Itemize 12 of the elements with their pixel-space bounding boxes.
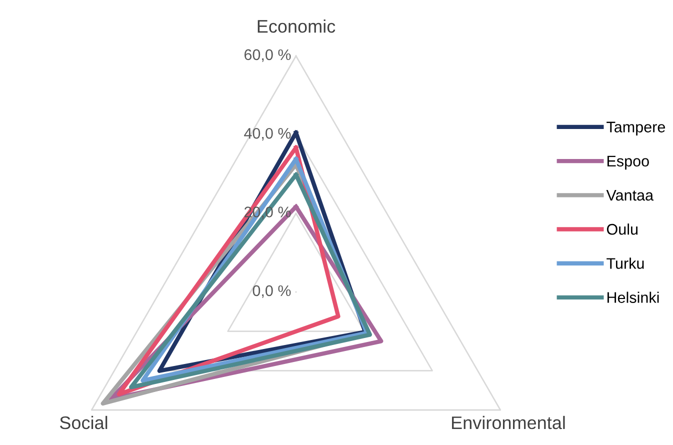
spoke-label: Economic (258, 20, 336, 33)
y-tick-label: 60,0 % (244, 49, 291, 62)
spoke-label: Social (60, 416, 108, 430)
y-tick-label: 0,0 % (252, 285, 291, 298)
legend-label: Vantaa (606, 190, 654, 201)
legend-label: Oulu (606, 224, 638, 235)
legend-label: Turku (606, 258, 644, 269)
legend-label: Helsinki (607, 292, 659, 303)
spoke-label: Environmental (452, 416, 565, 430)
y-tick-label: 40,0 % (244, 128, 291, 141)
legend-label: Tampere (606, 122, 665, 136)
legend-label: Espoo (607, 156, 649, 170)
